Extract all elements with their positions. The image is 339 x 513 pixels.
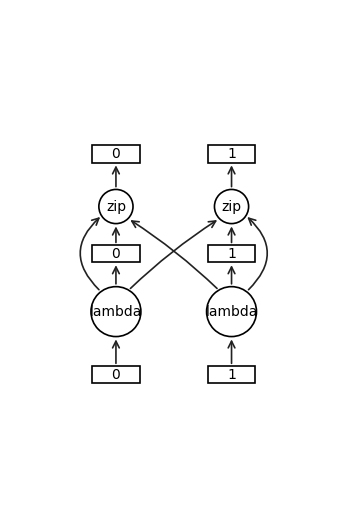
- Text: 0: 0: [112, 147, 120, 161]
- Text: 1: 1: [227, 247, 236, 261]
- Text: 1: 1: [227, 368, 236, 382]
- FancyBboxPatch shape: [92, 366, 140, 383]
- FancyBboxPatch shape: [208, 146, 255, 163]
- FancyBboxPatch shape: [92, 245, 140, 262]
- Text: zip: zip: [221, 200, 242, 213]
- FancyBboxPatch shape: [208, 245, 255, 262]
- FancyBboxPatch shape: [92, 146, 140, 163]
- Text: 1: 1: [227, 147, 236, 161]
- Circle shape: [91, 287, 141, 337]
- FancyBboxPatch shape: [208, 366, 255, 383]
- Text: lambda: lambda: [205, 305, 258, 319]
- Text: zip: zip: [106, 200, 126, 213]
- Text: 0: 0: [112, 368, 120, 382]
- Text: 0: 0: [112, 247, 120, 261]
- Circle shape: [99, 189, 133, 224]
- Text: lambda: lambda: [90, 305, 142, 319]
- Circle shape: [206, 287, 257, 337]
- Circle shape: [215, 189, 248, 224]
